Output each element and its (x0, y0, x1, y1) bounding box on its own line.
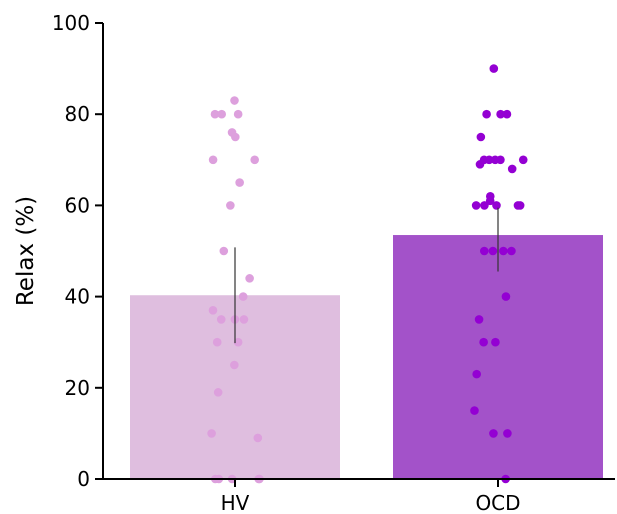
data-point-hv (208, 305, 218, 315)
bar-ocd (393, 235, 603, 479)
data-point-ocd (489, 64, 499, 73)
data-point-ocd (507, 164, 517, 174)
data-point-ocd (475, 160, 485, 169)
y-tick-label: 0 (77, 467, 90, 491)
data-point-hv (230, 96, 239, 105)
data-point-hv (239, 315, 249, 324)
data-point-ocd (507, 246, 516, 256)
data-point-ocd (476, 132, 486, 142)
points-layer (207, 64, 528, 484)
data-point-ocd (499, 246, 508, 256)
data-point-hv (208, 155, 218, 165)
data-point-ocd (479, 246, 489, 256)
data-point-hv (245, 274, 254, 283)
data-point-hv (238, 292, 248, 301)
y-tick-label: 100 (52, 11, 90, 35)
data-point-hv (253, 433, 263, 443)
data-point-hv (235, 178, 244, 187)
data-point-hv (207, 429, 216, 438)
data-point-ocd (471, 201, 481, 210)
data-point-ocd (502, 109, 512, 119)
data-point-ocd (488, 246, 498, 256)
data-point-ocd (482, 109, 491, 119)
data-point-hv (230, 360, 239, 370)
x-tick-label-hv: HV (221, 491, 250, 514)
data-point-ocd (484, 155, 494, 165)
x-tick-label-ocd: OCD (475, 491, 520, 514)
data-point-hv (233, 337, 243, 347)
y-tick-label: 80 (65, 102, 90, 126)
y-axis-title: Relax (%) (13, 196, 39, 306)
data-point-ocd (513, 201, 523, 210)
data-point-ocd (491, 337, 500, 347)
data-point-ocd (492, 201, 501, 210)
data-point-ocd (474, 315, 484, 324)
data-point-hv (226, 201, 235, 210)
data-point-hv (216, 315, 226, 324)
data-point-ocd (518, 155, 528, 165)
data-point-ocd (472, 369, 481, 379)
data-point-hv (217, 109, 226, 119)
data-point-hv (213, 388, 223, 397)
data-point-hv (231, 132, 240, 142)
data-point-ocd (503, 429, 512, 438)
y-tick-label: 60 (65, 193, 90, 217)
axes: 0 20 40 60 80 100 HV OCD (52, 11, 615, 514)
data-point-hv (210, 109, 220, 119)
data-point-hv (233, 109, 243, 119)
y-tick-label: 20 (65, 376, 90, 400)
data-point-ocd (496, 109, 505, 119)
data-point-hv (250, 155, 260, 165)
data-point-ocd (470, 406, 479, 415)
data-point-hv (212, 337, 222, 347)
y-tick-label: 40 (65, 285, 90, 309)
bars-layer (130, 235, 603, 479)
data-point-ocd (501, 292, 511, 301)
data-point-ocd (485, 196, 495, 206)
error-bars-layer (234, 207, 499, 344)
data-point-hv (219, 246, 229, 256)
data-point-ocd (489, 429, 498, 438)
data-point-ocd (479, 337, 488, 347)
data-point-ocd (496, 155, 505, 165)
data-point-ocd (480, 201, 489, 210)
